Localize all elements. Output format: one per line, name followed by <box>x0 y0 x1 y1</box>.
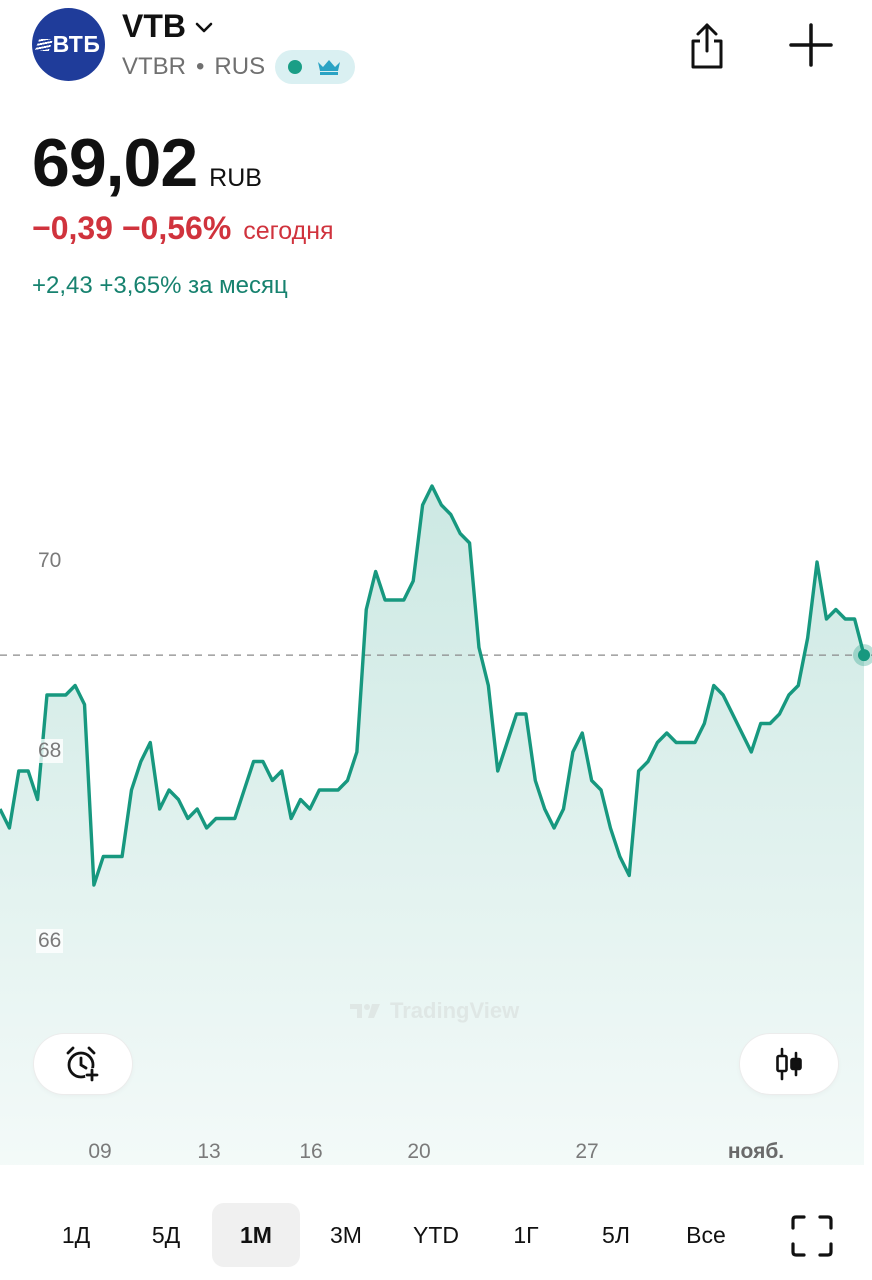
price-line <box>0 484 866 887</box>
price-chart[interactable] <box>0 310 872 1170</box>
daily-change: −0,39 −0,56% сегодня <box>32 210 334 247</box>
daily-change-value: −0,39 −0,56% <box>32 210 232 246</box>
period-option[interactable]: 1М <box>212 1203 300 1267</box>
period-option[interactable]: 3М <box>330 1221 362 1248</box>
y-tick-label: 68 <box>36 739 64 763</box>
ticker: VTBR <box>122 53 187 80</box>
x-tick-label: 27 <box>575 1140 599 1163</box>
crown-icon <box>318 60 341 75</box>
daily-change-label: сегодня <box>243 217 334 245</box>
current-price: 69,02 <box>32 125 198 201</box>
market: RUS <box>214 53 266 80</box>
price-area-fill <box>0 486 864 1165</box>
fullscreen-icon <box>791 1215 833 1257</box>
monthly-change: +2,43 +3,65% за месяц <box>32 272 288 299</box>
currency: RUB <box>209 164 262 192</box>
add-to-watchlist-button[interactable] <box>784 18 838 72</box>
alarm-plus-icon <box>66 1046 99 1082</box>
tradingview-logo-icon <box>350 1004 380 1018</box>
watermark-text: TradingView <box>390 998 520 1023</box>
period-option[interactable]: 1Д <box>61 1221 91 1248</box>
plus-icon <box>789 23 833 67</box>
y-tick-label: 70 <box>36 549 64 573</box>
fullscreen-button[interactable] <box>782 1208 842 1264</box>
x-tick-label: 20 <box>407 1140 431 1163</box>
status-dot-icon <box>288 60 303 74</box>
period-option[interactable]: YTD <box>413 1221 459 1248</box>
market-status-badge[interactable] <box>275 50 356 84</box>
candlestick-icon <box>776 1047 802 1081</box>
add-alert-button[interactable] <box>34 1034 132 1094</box>
ticker-row: VTBR • RUS <box>122 50 356 84</box>
period-option[interactable]: 1Г <box>513 1221 539 1248</box>
share-button[interactable] <box>680 18 734 74</box>
company-name: VTB <box>122 8 186 44</box>
share-icon <box>691 23 723 69</box>
chevron-down-icon <box>195 22 213 32</box>
company-logo: ВТБ <box>32 8 105 81</box>
tradingview-watermark: TradingView <box>350 998 519 1024</box>
period-option[interactable]: 5Д <box>151 1221 181 1248</box>
chart-style-button[interactable] <box>740 1034 838 1094</box>
last-price-point <box>858 649 870 662</box>
period-selector: 1Д 5Д 1М 3М YTD 1Г 5Л Все <box>32 1203 752 1267</box>
x-tick-label: 13 <box>197 1140 221 1163</box>
period-option[interactable]: 5Л <box>602 1221 630 1248</box>
x-tick-label: нояб. <box>727 1140 785 1163</box>
x-tick-label: 16 <box>299 1140 323 1163</box>
separator: • <box>196 53 205 80</box>
price-block: 69,02 RUB <box>32 124 262 202</box>
period-option[interactable]: Все <box>686 1221 726 1248</box>
x-tick-label: 09 <box>88 1140 112 1163</box>
instrument-selector[interactable]: VTB <box>122 8 214 45</box>
y-tick-label: 66 <box>36 929 64 953</box>
